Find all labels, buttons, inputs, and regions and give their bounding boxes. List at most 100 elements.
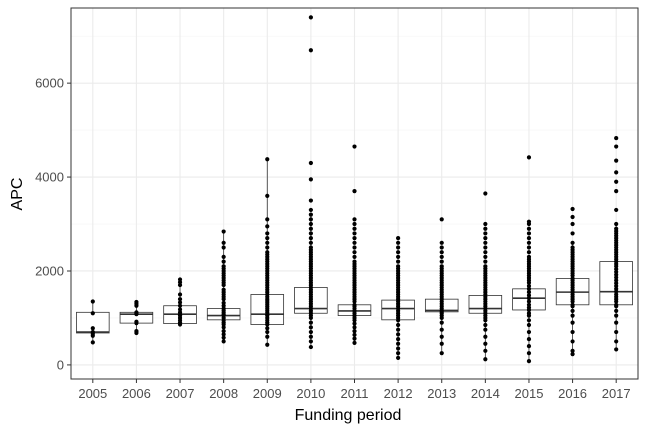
data-point [308,231,313,236]
data-point [221,328,226,334]
data-point [614,189,619,194]
data-point [396,322,401,328]
x-axis-title: Funding period [295,407,402,424]
data-point [614,226,619,231]
data-point [396,341,401,346]
data-point [614,179,619,184]
data-point [221,240,226,245]
data-point [308,198,313,203]
data-point [396,332,401,337]
data-point [177,307,183,312]
data-point [221,254,226,259]
data-point [308,325,313,330]
data-point [570,308,575,314]
data-point [352,240,357,245]
data-point [483,254,488,259]
data-point [308,226,313,231]
data-point [90,340,95,345]
data-point [483,341,488,346]
y-axis-title: APC [9,178,26,211]
data-point [614,135,619,141]
data-point [614,144,619,149]
data-point [396,351,401,356]
data-point [570,221,575,227]
x-tick-label: 2015 [515,386,544,401]
data-point [308,236,313,241]
data-point [439,240,444,245]
data-point [265,193,270,198]
data-point [352,254,357,259]
data-point [308,177,313,182]
data-point [570,339,575,344]
data-point [483,322,488,328]
data-point [352,250,357,255]
data-point [352,340,357,345]
x-tick-label: 2011 [341,386,369,401]
data-point [352,221,357,227]
data-point [396,245,401,250]
data-point [526,329,532,335]
data-point [396,259,401,264]
data-point [483,240,488,245]
x-tick-label: 2007 [166,386,195,401]
data-point [483,236,488,241]
data-point [308,160,313,166]
data-point [221,229,226,234]
data-point [177,300,183,305]
data-point [570,245,575,250]
data-point [352,226,357,231]
data-point [570,352,575,357]
data-point [526,254,532,259]
data-point [396,254,401,259]
data-point [526,226,532,231]
x-tick-label: 2013 [427,386,456,401]
data-point [570,231,575,236]
data-point [177,303,183,308]
data-point [308,334,313,339]
data-point [396,327,401,332]
data-point [308,221,313,227]
data-point [526,322,532,328]
data-point [221,335,226,340]
data-point [439,254,444,259]
data-point [439,264,444,269]
data-point [308,339,313,344]
x-tick-label: 2010 [296,386,325,401]
data-point [483,191,488,196]
x-tick-label: 2008 [209,386,238,401]
data-point [308,217,313,222]
data-point [439,341,444,346]
data-point [570,302,575,307]
data-point [614,339,619,344]
data-point [614,302,619,307]
data-point [308,344,313,350]
data-point [439,259,444,264]
data-point [352,302,357,307]
x-tick-label: 2017 [602,386,631,401]
data-point [570,320,575,325]
data-point [352,328,357,334]
y-tick-label: 2000 [35,263,64,278]
data-point [396,355,401,360]
data-point [526,318,532,323]
data-point [526,336,532,342]
outlier-points [90,15,619,364]
data-point [352,144,357,149]
data-point [221,245,226,250]
data-point [221,339,226,344]
data-point [90,299,95,304]
data-point [308,329,313,335]
data-point [221,332,226,337]
x-tick-label: 2006 [122,386,151,401]
data-point [614,158,619,163]
data-point [614,207,619,213]
data-point [483,221,488,227]
data-point [570,214,575,220]
data-point [439,327,444,332]
data-point [526,245,532,250]
data-point [614,320,619,325]
data-point [90,329,95,335]
data-point [396,240,401,245]
data-point [396,264,401,269]
